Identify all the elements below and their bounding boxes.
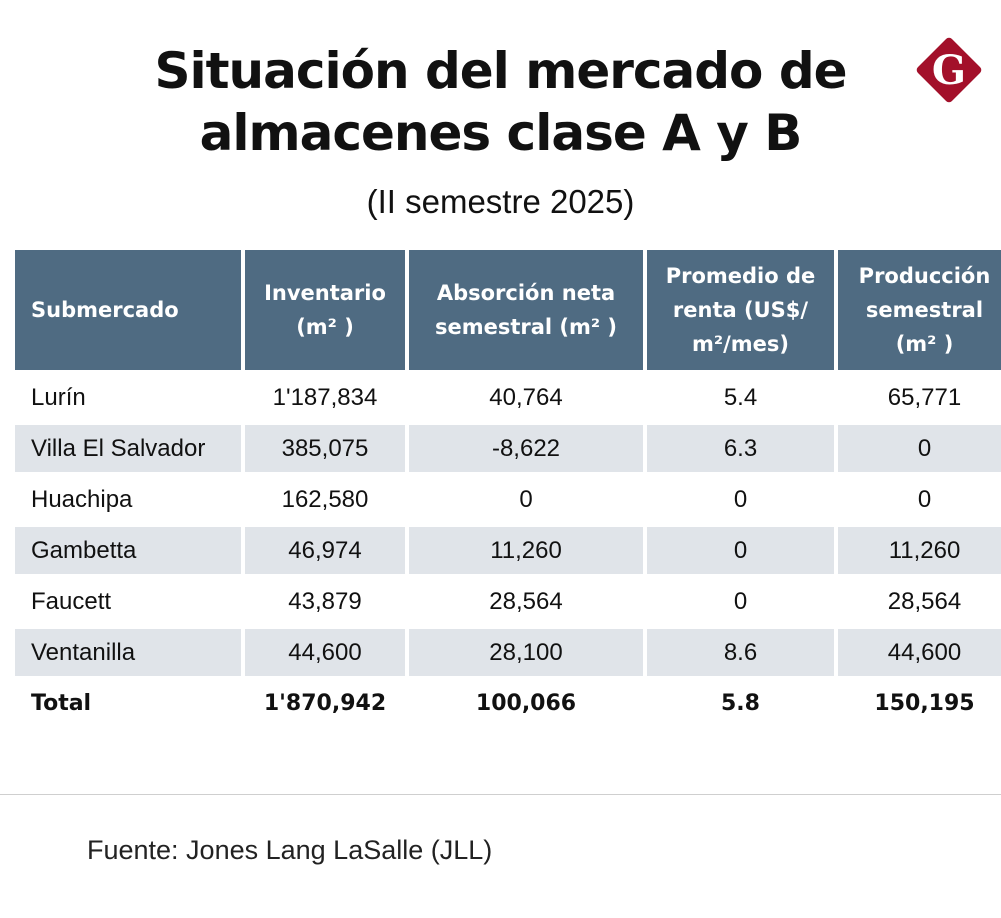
table-cell: 28,564 <box>489 587 563 615</box>
column-header: Promedio de renta (US$/ m²/mes) <box>647 250 834 370</box>
publisher-logo: G <box>916 37 982 103</box>
row-label: Huachipa <box>31 485 133 513</box>
table-cell: 65,771 <box>887 383 962 411</box>
table-header-row: Submercado Inventario (m² ) Absorción neta… <box>15 250 1001 370</box>
table-row: Huachipa 162,580 0 0 0 <box>15 476 1001 523</box>
table-cell: 0 <box>838 425 1001 472</box>
table-cell: 5.4 <box>723 383 758 411</box>
table-cell: 5.8 <box>721 691 760 716</box>
column-header: Absorción neta semestral (m² ) <box>409 250 643 370</box>
table-cell: 0 <box>647 527 834 574</box>
chart-subtitle: (II semestre 2025) <box>366 183 635 220</box>
table-cell: 0 <box>917 485 932 513</box>
logo-diamond <box>916 37 982 103</box>
title-line-1: Situación del mercado de <box>154 42 847 100</box>
column-header: Producción semestral (m² ) <box>838 250 1001 370</box>
table-cell: 0 <box>733 587 748 615</box>
table-cell: -8,622 <box>409 425 643 472</box>
table-cell: 28,564 <box>887 587 962 615</box>
table-cell: 11,260 <box>838 527 1001 574</box>
table-cell: 100,066 <box>475 691 577 716</box>
table-row: Lurín 1'187,834 40,764 5.4 65,771 <box>15 374 1001 421</box>
data-table: Submercado Inventario (m² ) Absorción neta… <box>15 250 1001 727</box>
chart-title: Situación del mercado de almacenes clase… <box>0 40 1001 164</box>
table-cell: 6.3 <box>647 425 834 472</box>
table-row: Faucett 43,879 28,564 0 28,564 <box>15 578 1001 625</box>
table-cell: 1'870,942 <box>263 691 387 716</box>
table-cell: 0 <box>519 485 533 513</box>
column-header: Submercado <box>15 250 241 370</box>
table-total-row: Total 1'870,942 100,066 5.8 150,195 <box>15 680 1001 727</box>
table-cell: 40,764 <box>489 383 563 411</box>
table-cell: 11,260 <box>409 527 643 574</box>
table-cell: 44,600 <box>838 629 1001 676</box>
table-cell: 1'187,834 <box>272 383 378 411</box>
table-cell: 28,100 <box>409 629 643 676</box>
row-label: Lurín <box>31 383 86 411</box>
table-cell: 385,075 <box>245 425 405 472</box>
table-row: Gambetta 46,974 11,260 0 11,260 <box>15 527 1001 574</box>
row-label: Faucett <box>31 587 112 615</box>
table-cell: 150,195 <box>874 691 975 716</box>
row-label: Total <box>31 691 92 716</box>
table-row: Villa El Salvador 385,075 -8,622 6.3 0 <box>15 425 1001 472</box>
table-cell: 0 <box>733 485 748 513</box>
table-cell: 46,974 <box>245 527 405 574</box>
row-label: Villa El Salvador <box>15 425 241 472</box>
table-cell: 44,600 <box>245 629 405 676</box>
table-cell: 162,580 <box>281 485 369 513</box>
table-cell: 8.6 <box>647 629 834 676</box>
table-cell: 43,879 <box>288 587 362 615</box>
column-header: Inventario (m² ) <box>245 250 405 370</box>
row-label: Ventanilla <box>15 629 241 676</box>
title-line-2: almacenes clase A y B <box>199 104 803 162</box>
row-label: Gambetta <box>15 527 241 574</box>
logo-letter: G <box>932 47 966 94</box>
table-row: Ventanilla 44,600 28,100 8.6 44,600 <box>15 629 1001 676</box>
source-note: Fuente: Jones Lang LaSalle (JLL) <box>87 835 493 865</box>
footer-divider <box>0 794 1001 795</box>
